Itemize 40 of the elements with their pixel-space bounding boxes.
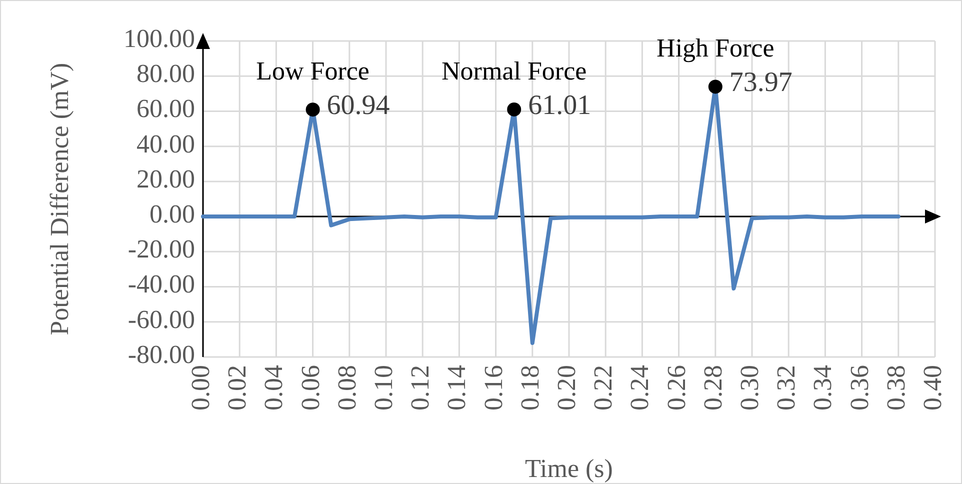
x-tick-label: 0.08 — [332, 365, 362, 410]
y-tick-label: 100.00 — [124, 24, 195, 53]
y-tick-label: 60.00 — [136, 94, 195, 124]
annotation: Low Force — [256, 56, 370, 86]
annotation: Normal Force — [442, 56, 587, 86]
x-tick-label: 0.30 — [734, 365, 764, 410]
x-tick-label: 0.36 — [844, 365, 874, 410]
y-tick-label: 0.00 — [150, 200, 195, 229]
x-tick-label: 0.26 — [662, 365, 691, 410]
x-tick-label: 0.10 — [368, 365, 398, 410]
x-tick-label: 0.32 — [772, 365, 801, 410]
x-axis-title: Time (s) — [525, 454, 613, 483]
x-tick-label: 0.12 — [406, 365, 435, 410]
x-tick-label: 0.20 — [552, 365, 581, 410]
x-tick-label: 0.06 — [296, 365, 325, 410]
x-tick-label: 0.14 — [442, 365, 472, 410]
x-tick-label: 0.22 — [588, 365, 618, 410]
y-tick-label: -20.00 — [128, 234, 195, 264]
x-tick-label: 0.04 — [259, 365, 288, 410]
data-label: 73.97 — [729, 67, 792, 98]
x-tick-label: 0.34 — [808, 365, 838, 410]
y-tick-label: -60.00 — [128, 304, 195, 334]
annotation: High Force — [656, 34, 774, 63]
x-tick-label: 0.24 — [625, 365, 654, 410]
x-tick-label: 0.16 — [478, 365, 508, 410]
y-tick-label: -40.00 — [128, 270, 195, 299]
y-axis-title: Potential Difference (mV) — [45, 62, 74, 336]
point — [306, 102, 320, 117]
x-tick-label: 0.40 — [918, 365, 947, 410]
data-label: 61.01 — [528, 90, 592, 121]
y-tick-label: 20.00 — [136, 164, 195, 194]
point — [708, 80, 722, 94]
y-tick-label: 40.00 — [136, 129, 195, 158]
data-label: 60.94 — [326, 90, 390, 121]
x-tick-label: 0.38 — [881, 365, 910, 410]
x-tick-label: 0.02 — [222, 365, 252, 410]
x-tick-label: 0.18 — [515, 365, 544, 410]
x-tick-label: 0.28 — [698, 365, 728, 410]
point — [507, 102, 522, 116]
y-tick-label: 80.00 — [136, 59, 195, 88]
